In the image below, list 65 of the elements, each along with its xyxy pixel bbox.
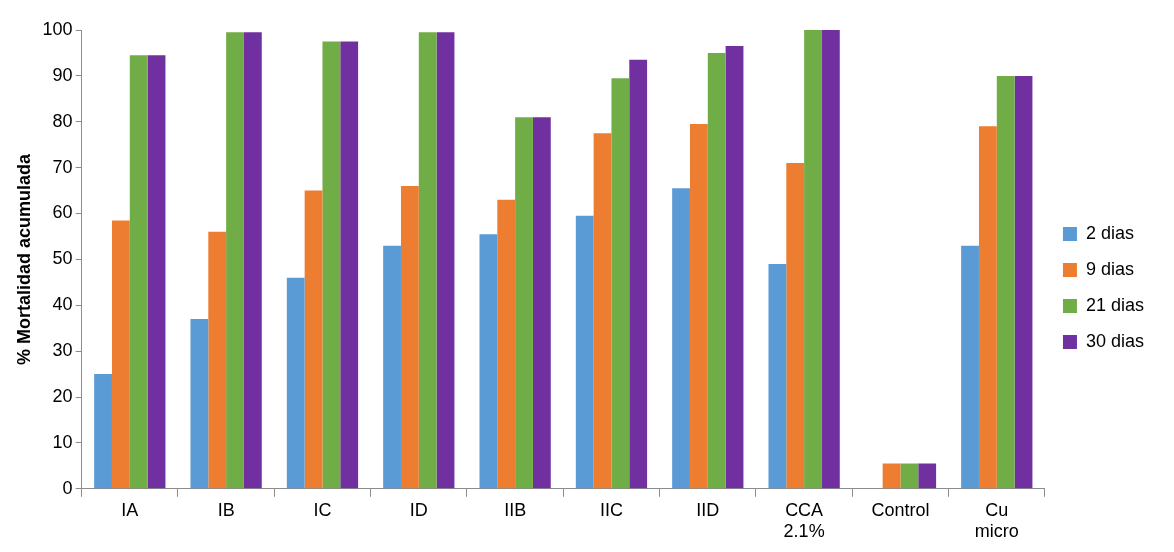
bar xyxy=(804,30,822,489)
y-tick-label: 10 xyxy=(52,431,73,452)
bar xyxy=(725,46,744,489)
bar xyxy=(961,245,979,489)
bar xyxy=(996,75,1015,489)
bar xyxy=(497,199,516,489)
x-tick-label: IB xyxy=(217,499,235,520)
bar xyxy=(436,32,455,489)
y-tick-label: 90 xyxy=(52,64,73,85)
bar xyxy=(243,32,262,489)
bar xyxy=(226,32,244,489)
y-tick-label: 80 xyxy=(52,110,73,131)
bar xyxy=(786,163,805,489)
y-tick-label: 50 xyxy=(52,248,73,269)
bar xyxy=(190,319,209,489)
bar xyxy=(821,30,840,489)
x-tick-label: Control xyxy=(871,499,930,520)
bar xyxy=(707,52,726,489)
x-tick-label: Cu micro xyxy=(974,499,1019,542)
bar xyxy=(129,55,148,489)
bar xyxy=(94,374,112,489)
y-tick-label: 20 xyxy=(52,386,73,407)
bar xyxy=(111,220,130,489)
bar xyxy=(418,32,437,489)
bar xyxy=(882,463,901,489)
bar xyxy=(479,234,498,489)
bar xyxy=(575,215,594,489)
bar xyxy=(208,231,227,489)
bar xyxy=(593,133,612,489)
y-axis-title: % Mortalidad acumulada xyxy=(13,152,34,365)
y-tick-label: 100 xyxy=(42,18,73,39)
y-tick-label: 30 xyxy=(52,340,73,361)
y-tick-label: 40 xyxy=(52,294,73,315)
bar xyxy=(304,190,323,489)
y-tick-label: 70 xyxy=(52,156,73,177)
bar xyxy=(629,59,648,489)
bar xyxy=(322,41,341,489)
bar xyxy=(918,463,937,489)
bar xyxy=(147,55,166,489)
bar xyxy=(340,41,359,489)
x-tick-label: IC xyxy=(313,499,332,520)
bar xyxy=(768,263,787,489)
y-tick-label: 60 xyxy=(52,202,73,223)
bar xyxy=(1014,75,1033,489)
bar xyxy=(900,463,919,489)
bar xyxy=(532,117,551,489)
bar xyxy=(383,245,401,489)
bar xyxy=(689,124,708,489)
bar xyxy=(515,117,533,489)
x-tick-label: IA xyxy=(121,499,139,520)
x-tick-label: CCA 2.1% xyxy=(783,499,825,542)
x-tick-label: ID xyxy=(409,499,428,520)
legend-label: 30 dias xyxy=(1085,330,1144,351)
legend-label: 21 dias xyxy=(1085,294,1144,315)
x-tick-label: IIB xyxy=(504,499,527,520)
bar xyxy=(978,126,997,489)
x-tick-label: IID xyxy=(696,499,720,520)
legend-label: 2 dias xyxy=(1085,222,1134,243)
bar xyxy=(286,277,305,489)
legend-label: 9 dias xyxy=(1085,258,1134,279)
y-tick-label: 0 xyxy=(62,477,73,498)
bar xyxy=(400,185,419,489)
x-tick-label: IIC xyxy=(599,499,623,520)
bar xyxy=(672,188,690,489)
bar xyxy=(611,78,630,489)
